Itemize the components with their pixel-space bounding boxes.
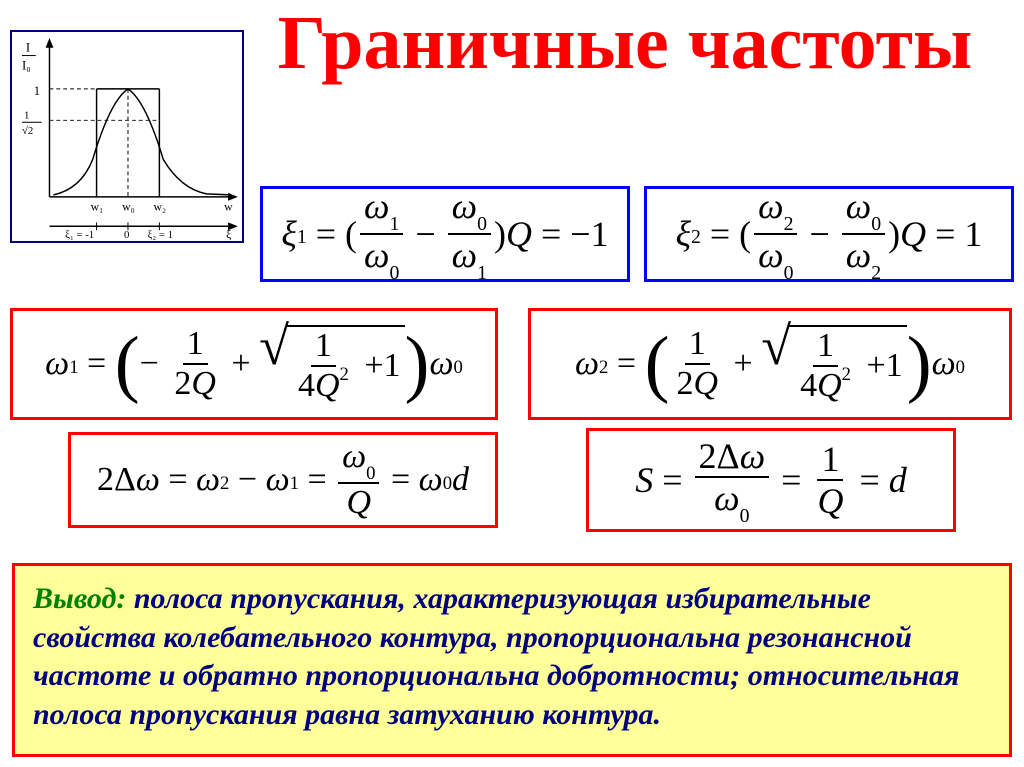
svg-text:0: 0 bbox=[124, 229, 129, 241]
svg-text:√2: √2 bbox=[22, 125, 33, 137]
equation-xi1: ξ1 = ( ω1 ω0 − ω0 ω1 )Q = −1 bbox=[260, 186, 630, 282]
svg-text:ξ₂ = 1: ξ₂ = 1 bbox=[148, 229, 173, 241]
equation-xi2: ξ2 = ( ω2 ω0 − ω0 ω2 )Q = 1 bbox=[644, 186, 1014, 282]
svg-text:ξ: ξ bbox=[226, 228, 231, 241]
svg-text:w₀: w₀ bbox=[122, 201, 135, 214]
svg-text:w₂: w₂ bbox=[153, 201, 166, 214]
graph-ylabel-top: I bbox=[26, 41, 30, 55]
graph-ytick-half: 1 bbox=[24, 109, 29, 121]
equation-omega1: ω1 = ( − 1 2Q + √ 1 4Q2 +1 ) ω0 bbox=[10, 308, 498, 420]
svg-text:ξ₁ = -1: ξ₁ = -1 bbox=[65, 229, 94, 241]
graph-ylabel-bottom: I₀ bbox=[22, 58, 31, 72]
equation-omega2: ω2 = ( 1 2Q + √ 1 4Q2 +1 ) ω0 bbox=[528, 308, 1012, 420]
resonance-graph: I I₀ 1 1 √2 w₁ w₀ w₂ w ξ₁ = -1 0 ξ₂ = 1 … bbox=[10, 30, 244, 243]
svg-text:w₁: w₁ bbox=[91, 201, 104, 214]
conclusion-box: Вывод: полоса пропускания, характеризующ… bbox=[12, 563, 1012, 757]
conclusion-lead: Вывод: bbox=[33, 582, 126, 615]
page-title: Граничные частоты bbox=[250, 4, 1000, 84]
svg-text:w: w bbox=[224, 201, 233, 214]
equation-relative-bandwidth: S = 2Δω ω0 = 1 Q = d bbox=[586, 428, 956, 532]
conclusion-body: полоса пропускания, характеризующая изби… bbox=[33, 582, 959, 730]
equation-bandwidth: 2Δω = ω2 − ω1 = ω0 Q = ω0d bbox=[68, 432, 498, 528]
graph-ytick-1: 1 bbox=[34, 84, 40, 98]
